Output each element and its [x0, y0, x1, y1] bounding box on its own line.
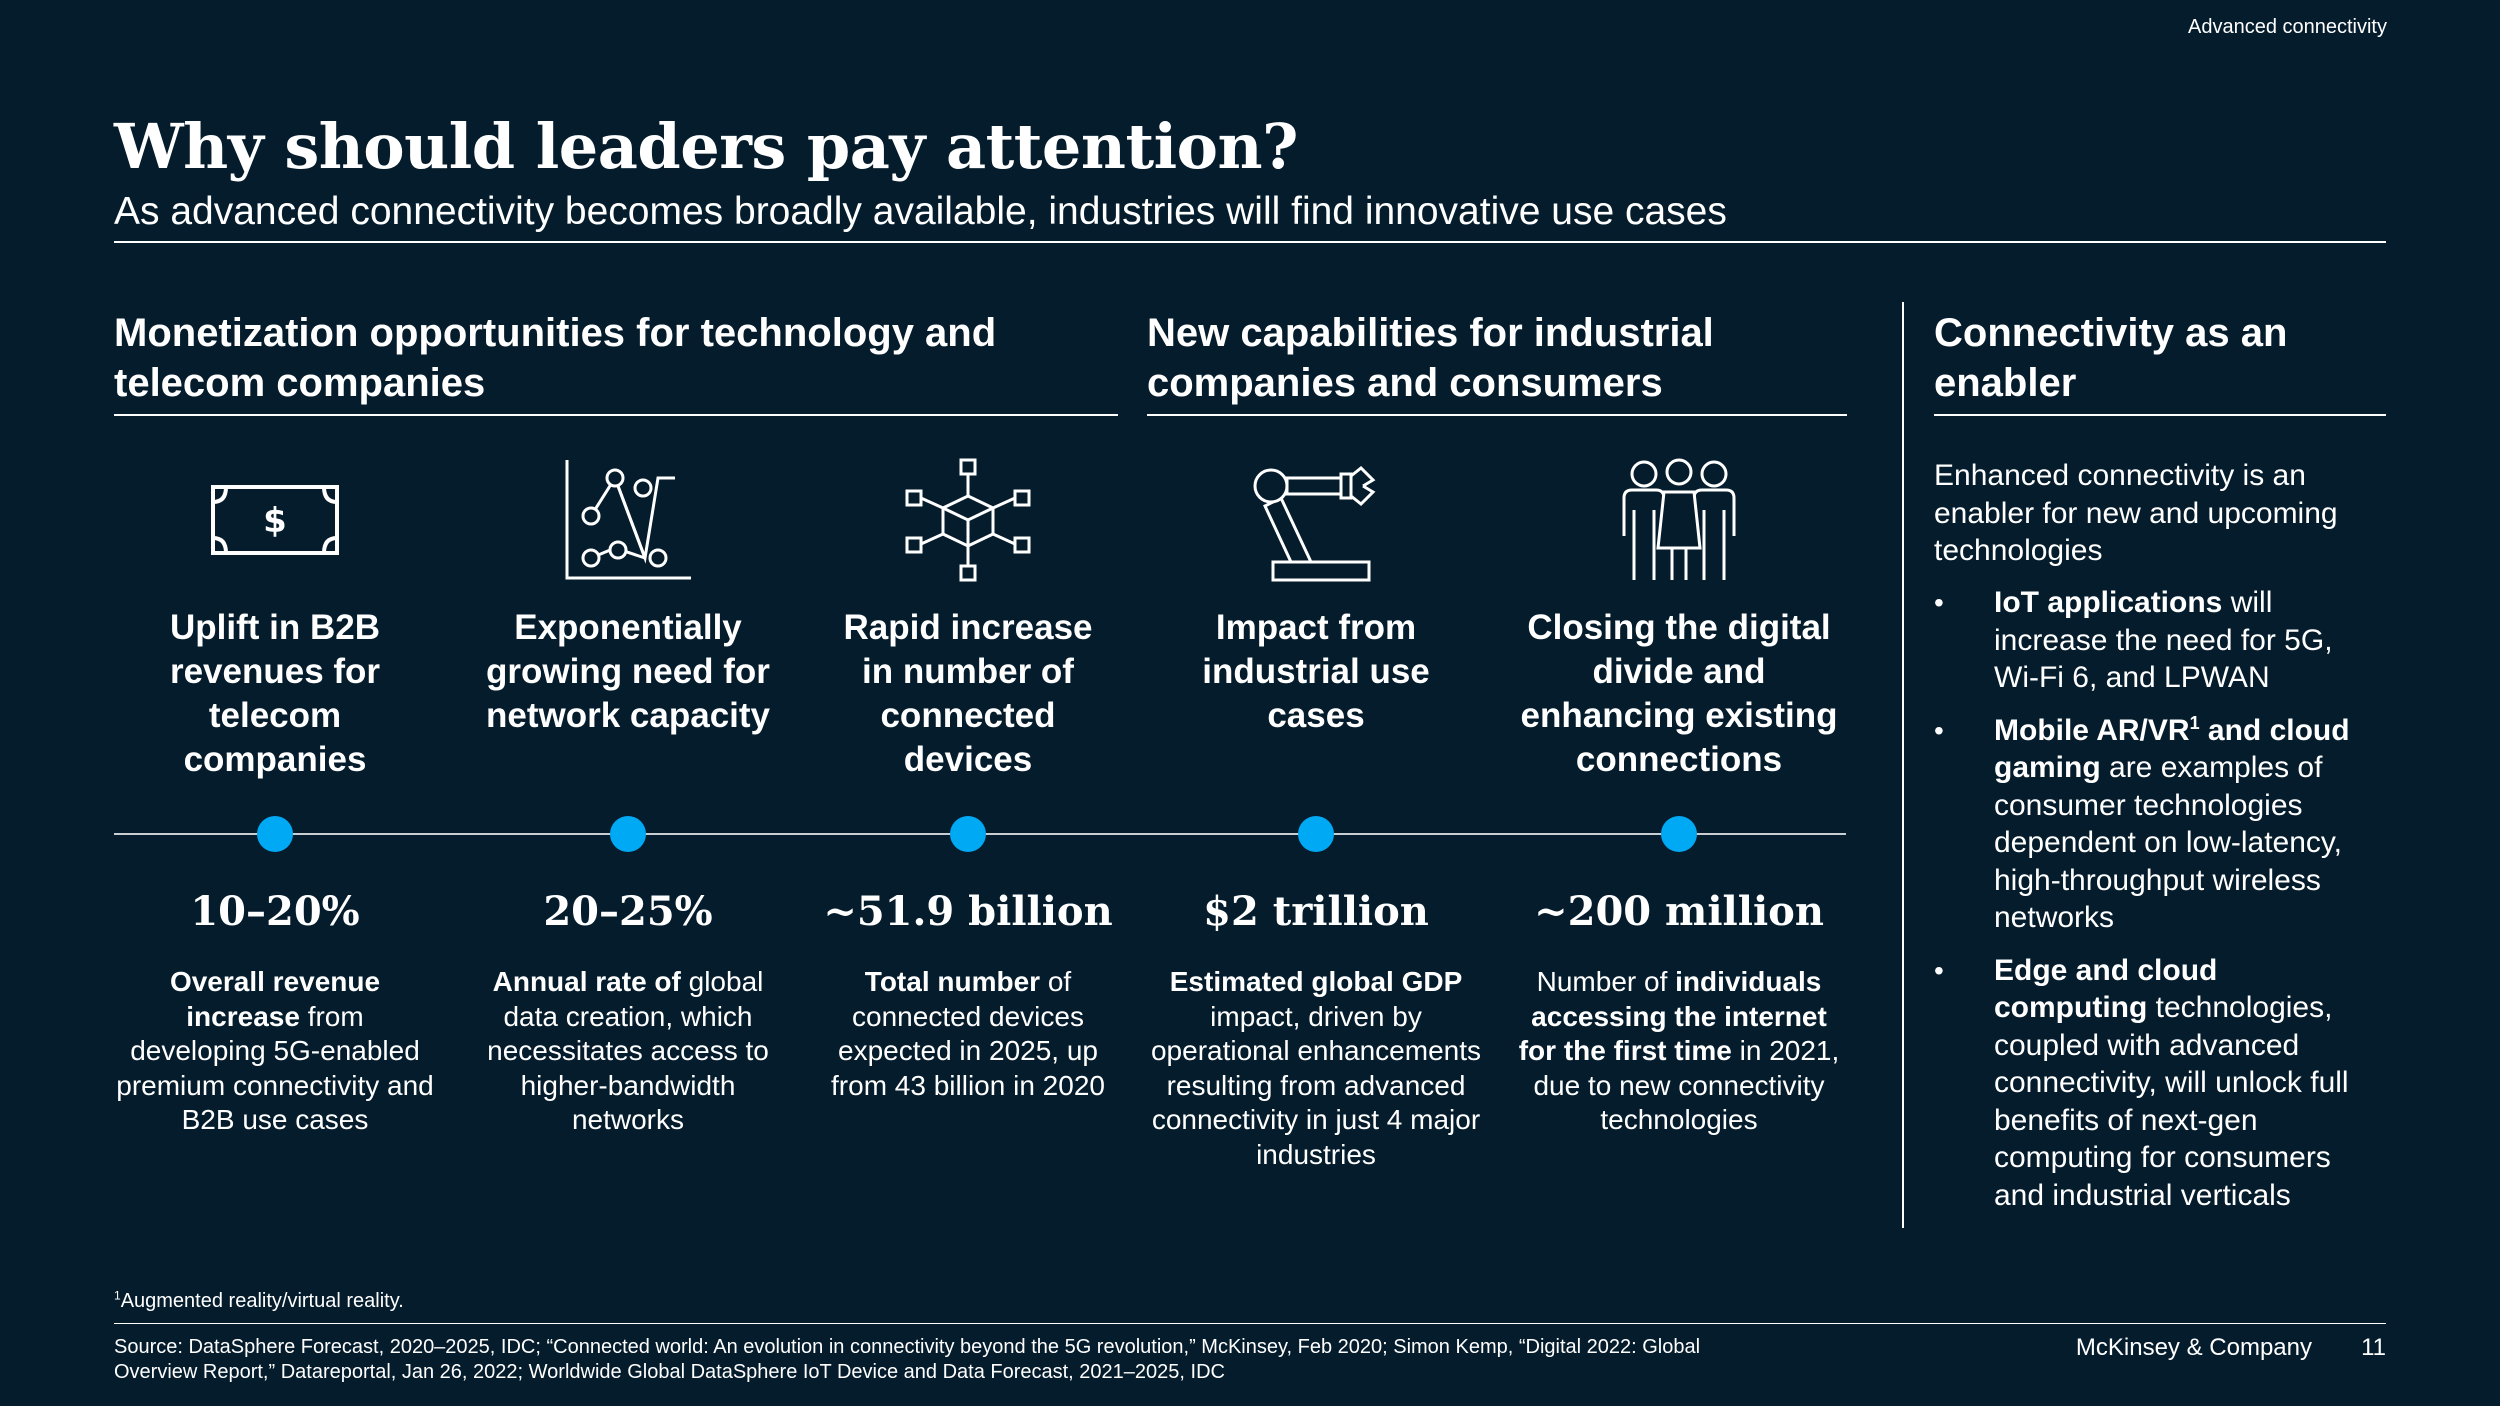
stat-description: Total number of connected devices expect…: [831, 966, 1105, 1101]
section-label: Advanced connectivity: [2187, 16, 2387, 38]
timeline-dot: [1661, 816, 1697, 852]
title-divider: [114, 241, 2386, 243]
page-title: Why should leaders pay attention?: [114, 110, 1298, 183]
column-heading: Closing the digital divide and enhancing…: [1520, 608, 1838, 779]
source-note: Source: DataSphere Forecast, 2020–2025, …: [114, 1336, 1701, 1383]
footnote-mark: 1: [114, 1288, 121, 1303]
section-rule-capabilities: [1147, 414, 1847, 416]
enabler-bullet-iot: IoT applications will increase the need …: [1934, 584, 2374, 697]
timeline-dot: [950, 816, 986, 852]
column-heading: Exponentially growing need for network c…: [486, 608, 770, 735]
timeline-dot: [610, 816, 646, 852]
stat-value: 20–25%: [543, 888, 713, 935]
svg-text:$: $: [263, 501, 287, 541]
stat-value: ~200 million: [1534, 888, 1824, 935]
section-heading-monetization: Monetization opportunities for technolog…: [114, 311, 997, 405]
timeline-dot: [257, 816, 293, 852]
vertical-divider: [1902, 302, 1904, 1228]
growth-chart-icon: [463, 455, 793, 585]
enabler-bullet-edge: Edge and cloud computing technologies, c…: [1934, 952, 2374, 1215]
column-heading: Rapid increase in number of connected de…: [843, 608, 1093, 779]
stat-description: Annual rate of global data creation, whi…: [487, 966, 769, 1135]
section-heading-enabler: Connectivity as an enabler: [1934, 311, 2288, 405]
robotic-arm-icon: [1151, 455, 1481, 585]
timeline-dot: [1298, 816, 1334, 852]
page-subtitle: As advanced connectivity becomes broadly…: [114, 190, 1727, 233]
section-rule-enabler: [1934, 414, 2386, 416]
enabler-intro: Enhanced connectivity is an enabler for …: [1934, 459, 2338, 567]
column-heading: Impact from industrial use cases: [1202, 608, 1430, 735]
stat-value: $2 trillion: [1203, 888, 1429, 935]
footer-divider: [114, 1323, 2386, 1324]
section-heading-capabilities: New capabilities for industrial companie…: [1147, 311, 1714, 405]
column-heading: Uplift in B2B revenues for telecom compa…: [169, 608, 381, 779]
stat-description: Number of individuals accessing the inte…: [1518, 966, 1840, 1135]
stat-value: ~51.9 billion: [823, 888, 1113, 935]
enabler-bullet-arvr: Mobile AR/VR1 and cloud gaming are examp…: [1934, 712, 2374, 937]
stat-value: 10–20%: [190, 888, 360, 935]
stat-description: Overall revenue increase from developing…: [116, 966, 434, 1135]
money-bill-icon: $: [110, 455, 440, 585]
brand-name: McKinsey & Company: [2075, 1334, 2312, 1361]
page-number: 11: [2361, 1334, 2386, 1361]
section-rule-monetization: [114, 414, 1118, 416]
footnote: 1Augmented reality/virtual reality.: [114, 1288, 404, 1313]
connected-devices-icon: [803, 455, 1133, 585]
stat-description: Estimated global GDP impact, driven by o…: [1150, 966, 1481, 1170]
enabler-bullet-list: IoT applications will increase the need …: [1934, 584, 2374, 1229]
people-group-icon: [1514, 455, 1844, 585]
footnote-text: Augmented reality/virtual reality.: [120, 1290, 404, 1312]
